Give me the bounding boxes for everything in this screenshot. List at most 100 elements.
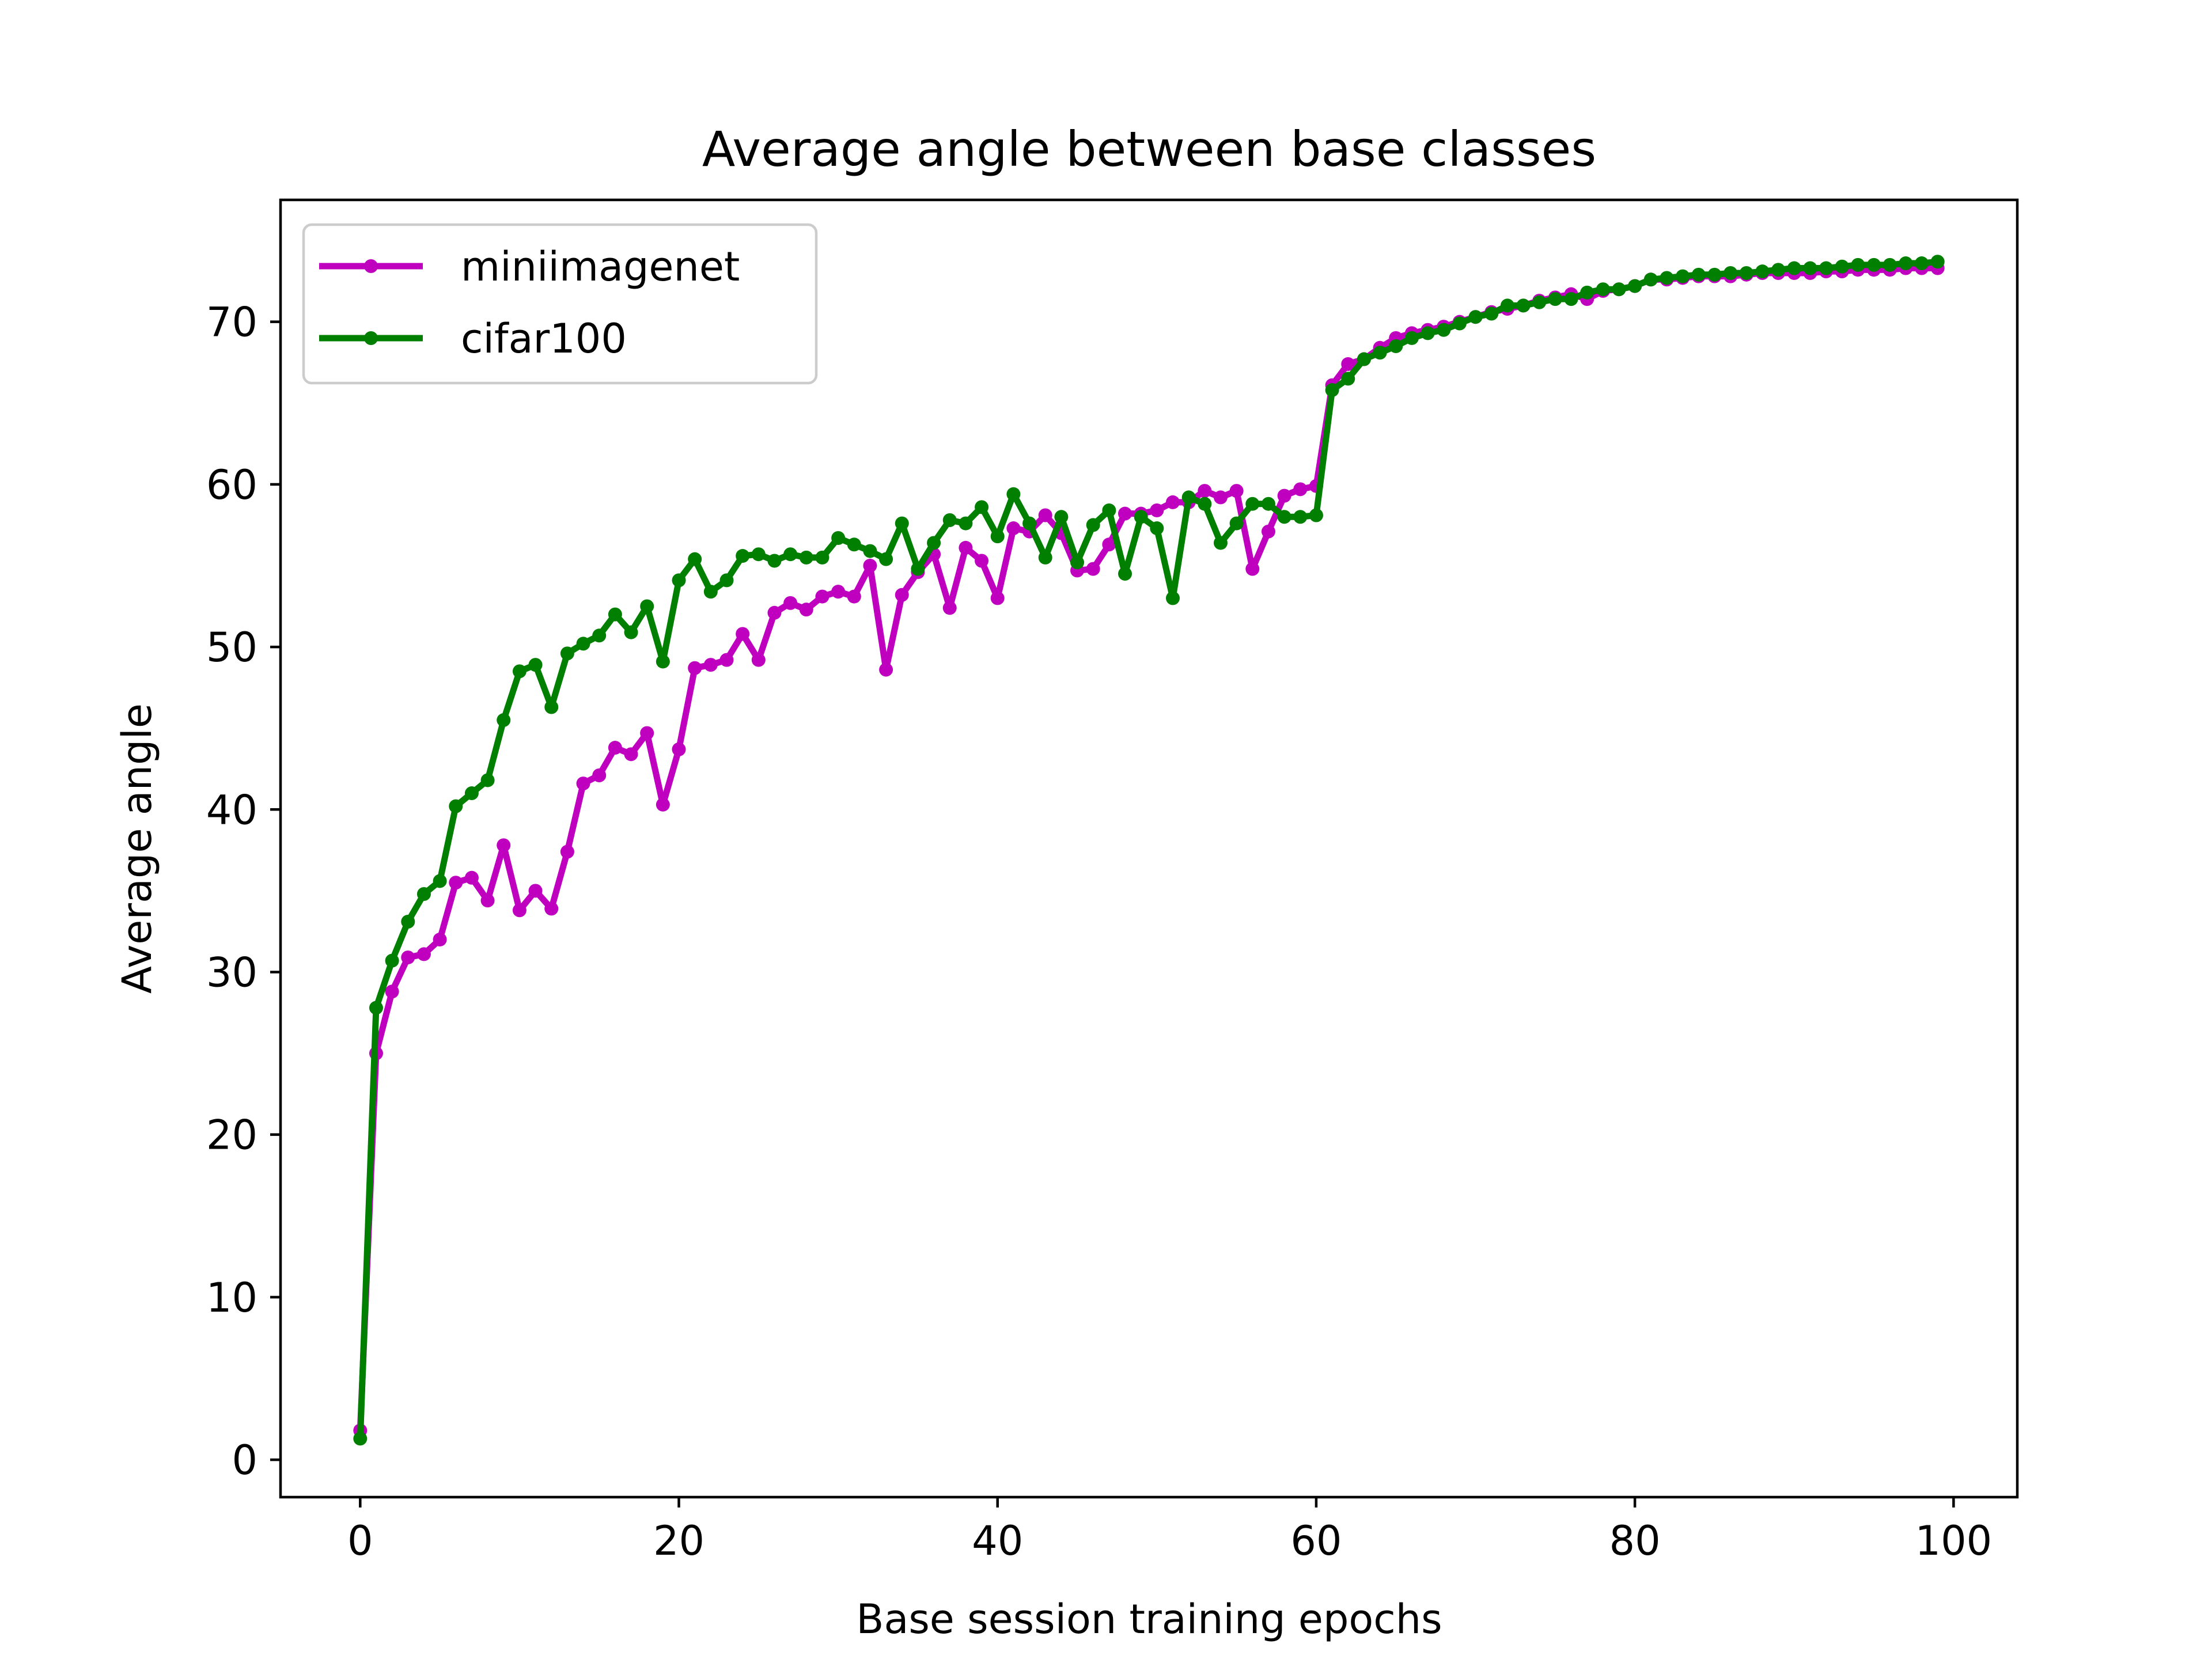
data-point bbox=[624, 625, 638, 639]
data-point bbox=[1357, 352, 1371, 366]
data-point bbox=[1915, 256, 1929, 271]
data-point bbox=[751, 547, 766, 562]
legend-box bbox=[302, 223, 818, 385]
data-point bbox=[927, 536, 941, 550]
data-point bbox=[401, 950, 415, 965]
data-point bbox=[1277, 488, 1291, 503]
data-point bbox=[1564, 292, 1578, 306]
data-point bbox=[1803, 261, 1817, 275]
data-point bbox=[1277, 510, 1291, 524]
data-point bbox=[576, 777, 590, 791]
series-line bbox=[357, 258, 1941, 1442]
data-point bbox=[544, 902, 559, 916]
y-tick-label: 40 bbox=[206, 786, 257, 834]
legend-label: cifar100 bbox=[461, 315, 627, 362]
data-point bbox=[592, 628, 607, 643]
y-tick-label: 50 bbox=[206, 624, 257, 671]
data-point bbox=[1851, 257, 1865, 272]
data-point bbox=[1835, 259, 1849, 274]
data-point bbox=[1261, 524, 1275, 539]
data-point bbox=[879, 662, 893, 677]
x-tick-label: 100 bbox=[1915, 1517, 1993, 1565]
legend-swatch-marker bbox=[364, 259, 378, 273]
data-point bbox=[1548, 292, 1562, 306]
data-point bbox=[656, 797, 670, 812]
y-tick-label: 20 bbox=[206, 1112, 257, 1159]
data-point bbox=[1293, 510, 1308, 524]
data-point bbox=[1389, 339, 1403, 353]
data-point bbox=[1787, 261, 1801, 275]
axes-frame bbox=[279, 198, 2019, 1499]
y-tick-label: 30 bbox=[206, 949, 257, 996]
data-point bbox=[736, 627, 750, 641]
chart-title: Average angle between base classes bbox=[702, 121, 1596, 177]
data-point bbox=[528, 884, 543, 898]
data-point bbox=[1899, 256, 1913, 271]
x-tick-label: 20 bbox=[653, 1517, 704, 1565]
x-axis-label: Base session training epochs bbox=[856, 1596, 1442, 1643]
data-point bbox=[656, 654, 670, 669]
data-point bbox=[895, 588, 909, 602]
data-point bbox=[783, 547, 798, 562]
data-point bbox=[942, 513, 957, 527]
data-point bbox=[1198, 484, 1212, 498]
data-point bbox=[847, 537, 861, 552]
x-tick-label: 0 bbox=[347, 1517, 373, 1565]
data-point bbox=[879, 552, 893, 566]
data-point bbox=[464, 786, 479, 801]
data-point bbox=[1102, 503, 1116, 518]
data-point bbox=[1245, 497, 1260, 511]
data-point bbox=[528, 658, 543, 672]
data-point bbox=[1134, 510, 1148, 524]
data-point bbox=[799, 603, 813, 617]
data-point bbox=[1150, 503, 1164, 518]
legend-label: miniimagenet bbox=[461, 243, 740, 290]
data-point bbox=[480, 773, 495, 787]
data-point bbox=[1261, 497, 1275, 511]
data-point bbox=[560, 844, 574, 859]
data-point bbox=[1867, 257, 1881, 272]
data-point bbox=[433, 874, 447, 888]
y-tick-label: 10 bbox=[206, 1274, 257, 1321]
data-point bbox=[640, 726, 654, 740]
data-point bbox=[1341, 372, 1355, 386]
data-point bbox=[688, 552, 702, 566]
data-point bbox=[480, 893, 495, 908]
data-point bbox=[401, 914, 415, 929]
series-cifar100 bbox=[353, 255, 1945, 1446]
data-point bbox=[1724, 266, 1738, 280]
series-layer bbox=[353, 255, 1945, 1446]
data-point bbox=[990, 529, 1005, 544]
data-point bbox=[1038, 550, 1052, 565]
data-point bbox=[1484, 306, 1499, 321]
data-point bbox=[1165, 591, 1180, 605]
data-point bbox=[672, 742, 686, 756]
data-point bbox=[1006, 487, 1021, 501]
legend-swatch-marker bbox=[364, 331, 378, 345]
data-point bbox=[416, 947, 431, 961]
x-axis: 0 20 40 60 80 100 bbox=[347, 1497, 1992, 1565]
data-point bbox=[736, 549, 750, 563]
data-point bbox=[497, 838, 511, 853]
data-point bbox=[1150, 521, 1164, 536]
data-point bbox=[1229, 484, 1244, 498]
data-point bbox=[544, 700, 559, 714]
data-point bbox=[464, 870, 479, 885]
data-point bbox=[1213, 490, 1228, 505]
y-tick-label: 70 bbox=[206, 299, 257, 346]
data-point bbox=[1054, 510, 1069, 524]
data-point bbox=[767, 605, 782, 620]
data-point bbox=[1086, 518, 1100, 532]
data-point bbox=[624, 747, 638, 762]
data-point bbox=[1038, 508, 1052, 522]
data-point bbox=[1086, 562, 1100, 576]
data-point bbox=[911, 562, 925, 576]
data-point bbox=[433, 933, 447, 947]
data-point bbox=[1070, 555, 1085, 570]
data-point bbox=[942, 601, 957, 615]
x-tick-label: 60 bbox=[1290, 1517, 1342, 1565]
data-point bbox=[863, 558, 877, 573]
data-point bbox=[1691, 267, 1706, 282]
